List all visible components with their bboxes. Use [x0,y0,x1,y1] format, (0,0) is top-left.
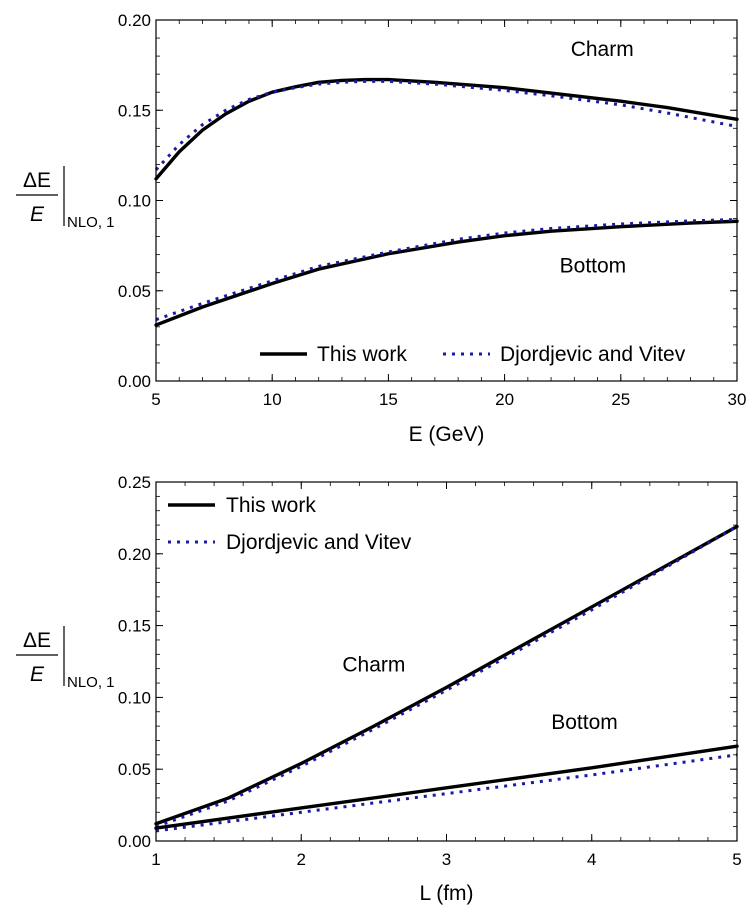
chart-1-x-tick-label: 10 [263,390,282,409]
chart-1-series [154,77,739,327]
chart-1-y-axis-label: ΔE E NLO, 1 [16,166,115,231]
chart-1-x-tick-label: 25 [611,390,630,409]
chart-2-legend-label-djordjevic-vitev: Djordjevic and Vitev [226,531,412,554]
chart-2-series [154,524,739,833]
chart-1-series-djordjevic-and-vitev-1 [154,79,738,171]
chart-1-x-tick-label: 5 [151,390,160,409]
chart-2-ylabel-numerator: ΔE [23,629,51,652]
chart-1-y-tick-label: 0.05 [118,282,151,301]
chart-2-y-tick-label: 0.25 [118,473,151,492]
chart-2-legend-label-this-work: This work [226,494,316,517]
chart-1-y-tick-label: 0.00 [118,372,151,391]
chart-2-ticks: 1 2 3 4 5 0.00 0.05 0.10 0.15 0.20 0.25 [118,473,742,869]
chart-2-x-tick-label: 4 [587,850,596,869]
chart-2-y-tick-label: 0.10 [118,688,151,707]
chart-2-annotations: Charm Bottom [342,654,617,734]
chart-1-y-tick-label: 0.20 [118,11,151,30]
chart-1-ticks: 5 10 15 20 25 30 0.00 0.05 0.10 0.15 0.20 [118,11,747,409]
chart-1-ylabel-subscript: NLO, 1 [67,214,115,231]
chart-2-y-tick-label: 0.05 [118,760,151,779]
chart-1-ylabel-numerator: ΔE [23,169,51,192]
chart-1-x-tick-label: 15 [379,390,398,409]
chart-2-legend: This work Djordjevic and Vitev [168,494,412,554]
chart-2-series-djordjevic-and-vitev-3 [155,753,738,833]
chart-1-ylabel-denominator: E [30,203,45,226]
chart-2-y-tick-label: 0.20 [118,545,151,564]
chart-1-legend-label-this-work: This work [317,343,407,366]
chart-1-x-axis-label: E (GeV) [409,423,485,446]
chart-1-annotations: Charm Bottom [560,38,634,278]
chart-1-x-tick-label: 30 [728,390,747,409]
chart-1-series-this-work-0 [154,77,739,181]
chart-2-y-tick-label: 0.00 [118,832,151,851]
chart-2-x-tick-label: 2 [297,850,306,869]
energy-loss-vs-energy-chart: 5 10 15 20 25 30 0.00 0.05 0.10 0.15 0.20 Charm Bot… [16,11,746,446]
chart-2-y-tick-label: 0.15 [118,617,151,636]
chart-2-y-axis-label: ΔE E NLO, 1 [16,626,115,691]
chart-2-series-this-work-0 [154,524,739,826]
energy-loss-vs-length-chart: 1 2 3 4 5 0.00 0.05 0.10 0.15 0.20 0.25 Charm Botto… [16,473,742,905]
chart-1-y-tick-label: 0.10 [118,192,151,211]
chart-2-x-tick-label: 5 [732,850,741,869]
chart-1-series-this-work-2 [154,219,739,327]
chart-2-ylabel-subscript: NLO, 1 [67,674,115,691]
chart-1-y-tick-label: 0.15 [118,101,151,120]
chart-1-annotation-bottom: Bottom [560,255,627,278]
chart-2-x-tick-label: 1 [151,850,160,869]
chart-1-annotation-charm: Charm [571,38,634,61]
chart-2-x-tick-label: 3 [442,850,451,869]
chart-2-annotation-charm: Charm [342,654,405,677]
chart-2-ylabel-denominator: E [30,663,45,686]
chart-2-x-axis-label: L (fm) [419,882,473,905]
chart-2-series-this-work-2 [154,744,739,830]
chart-1-x-tick-label: 20 [495,390,514,409]
chart-2-annotation-bottom: Bottom [551,711,618,734]
chart-1-legend-label-djordjevic-vitev: Djordjevic and Vitev [500,343,686,366]
chart-1-legend: This work Djordjevic and Vitev [260,343,686,366]
